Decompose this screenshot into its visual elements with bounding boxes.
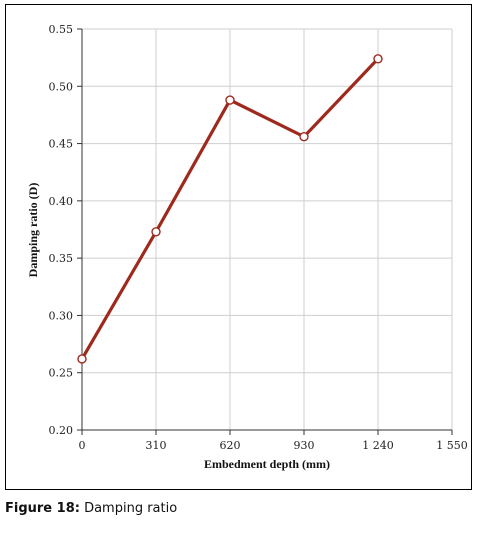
x-tick-label: 1 240 bbox=[362, 439, 394, 452]
x-tick-label: 1 550 bbox=[436, 439, 468, 452]
x-tick-label: 0 bbox=[79, 439, 86, 452]
y-tick-label: 0.45 bbox=[49, 138, 74, 151]
y-tick-label: 0.25 bbox=[49, 367, 74, 380]
series-layer bbox=[77, 54, 383, 364]
x-tick-label: 310 bbox=[146, 439, 167, 452]
x-tick-label: 930 bbox=[294, 439, 315, 452]
caption-text: Damping ratio bbox=[79, 501, 178, 516]
caption-label: Figure 18: bbox=[5, 501, 80, 516]
tick-labels: 0 310 620 930 1 240 1 550 0.20 0.25 0.30 0.35 0.40… bbox=[49, 23, 468, 452]
data-point bbox=[299, 131, 309, 142]
y-tick-label: 0.55 bbox=[49, 23, 74, 36]
figure-caption: Figure 18: Damping ratio bbox=[5, 501, 177, 516]
x-axis-title: Embedment depth (mm) bbox=[204, 457, 330, 471]
figure-frame bbox=[5, 4, 472, 490]
y-tick-label: 0.30 bbox=[49, 309, 74, 322]
y-tick-label: 0.35 bbox=[49, 252, 74, 265]
y-axis-title: Damping ratio (D) bbox=[26, 183, 40, 278]
y-tick-label: 0.20 bbox=[49, 424, 74, 437]
data-point bbox=[373, 54, 383, 64]
x-tick-label: 620 bbox=[220, 439, 241, 452]
data-point bbox=[225, 95, 235, 105]
axes bbox=[77, 28, 453, 435]
grid-lines bbox=[82, 28, 453, 430]
y-tick-label: 0.40 bbox=[49, 195, 74, 208]
y-tick-label: 0.50 bbox=[49, 80, 74, 93]
data-point bbox=[151, 227, 161, 237]
data-point bbox=[77, 354, 87, 364]
